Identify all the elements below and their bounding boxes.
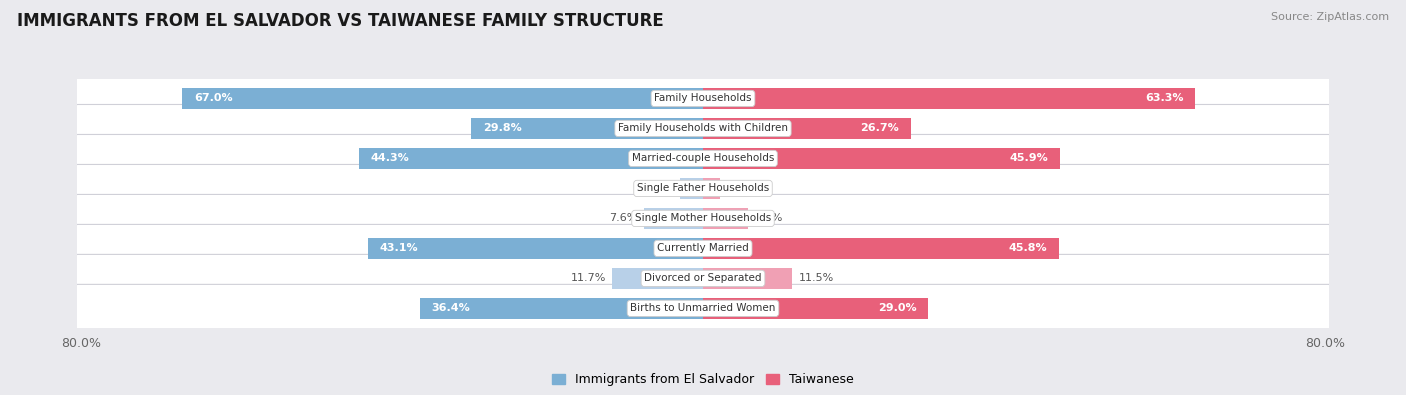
Bar (703, 118, 911, 139)
Text: 26.7%: 26.7% (860, 124, 898, 134)
Text: Divorced or Separated: Divorced or Separated (644, 273, 762, 283)
Bar (471, 118, 703, 139)
Text: Source: ZipAtlas.com: Source: ZipAtlas.com (1271, 12, 1389, 22)
Bar (612, 268, 703, 289)
Text: Family Households with Children: Family Households with Children (619, 124, 787, 134)
Bar (703, 298, 928, 318)
Bar (420, 298, 703, 318)
Text: Single Mother Households: Single Mother Households (636, 213, 770, 224)
Bar (359, 148, 703, 169)
Text: 7.6%: 7.6% (609, 213, 638, 224)
Bar (703, 178, 720, 199)
Text: Births to Unmarried Women: Births to Unmarried Women (630, 303, 776, 313)
Text: 11.5%: 11.5% (799, 273, 834, 283)
Text: 67.0%: 67.0% (194, 94, 232, 103)
Text: 5.8%: 5.8% (754, 213, 783, 224)
Bar (703, 208, 748, 229)
FancyBboxPatch shape (75, 164, 1331, 213)
FancyBboxPatch shape (75, 105, 1331, 152)
Text: 36.4%: 36.4% (432, 303, 471, 313)
Text: 29.8%: 29.8% (484, 124, 522, 134)
Text: 2.9%: 2.9% (645, 183, 675, 194)
FancyBboxPatch shape (75, 254, 1331, 302)
FancyBboxPatch shape (75, 75, 1331, 122)
Text: Family Households: Family Households (654, 94, 752, 103)
Text: Single Father Households: Single Father Households (637, 183, 769, 194)
FancyBboxPatch shape (75, 284, 1331, 332)
Legend: Immigrants from El Salvador, Taiwanese: Immigrants from El Salvador, Taiwanese (547, 368, 859, 391)
Bar (703, 148, 1060, 169)
Text: IMMIGRANTS FROM EL SALVADOR VS TAIWANESE FAMILY STRUCTURE: IMMIGRANTS FROM EL SALVADOR VS TAIWANESE… (17, 12, 664, 30)
FancyBboxPatch shape (75, 134, 1331, 182)
Text: 45.8%: 45.8% (1008, 243, 1047, 254)
Text: 11.7%: 11.7% (571, 273, 606, 283)
FancyBboxPatch shape (75, 224, 1331, 273)
Text: 2.2%: 2.2% (727, 183, 755, 194)
Bar (183, 88, 703, 109)
Text: 45.9%: 45.9% (1010, 153, 1047, 164)
Text: Married-couple Households: Married-couple Households (631, 153, 775, 164)
Text: Currently Married: Currently Married (657, 243, 749, 254)
Bar (703, 268, 793, 289)
Text: 44.3%: 44.3% (370, 153, 409, 164)
Bar (644, 208, 703, 229)
Bar (703, 88, 1195, 109)
Text: 43.1%: 43.1% (380, 243, 419, 254)
Bar (681, 178, 703, 199)
Bar (368, 238, 703, 259)
FancyBboxPatch shape (75, 194, 1331, 243)
Bar (703, 238, 1059, 259)
Text: 63.3%: 63.3% (1144, 94, 1184, 103)
Text: 29.0%: 29.0% (879, 303, 917, 313)
